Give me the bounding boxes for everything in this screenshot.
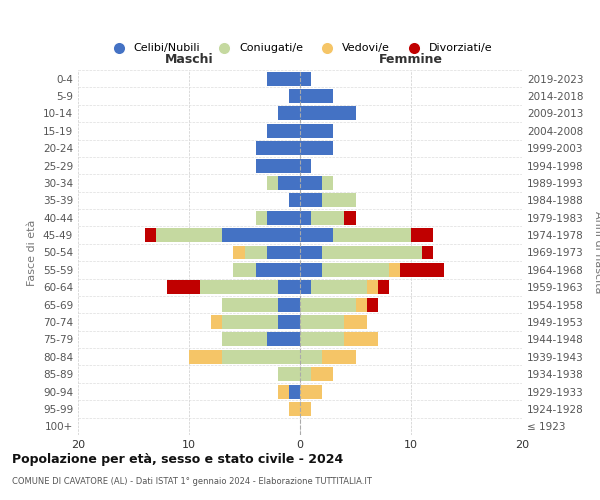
Bar bbox=[300, 158, 311, 172]
Bar bbox=[300, 280, 311, 294]
Bar bbox=[278, 298, 300, 312]
Bar bbox=[322, 246, 422, 260]
Bar bbox=[344, 315, 367, 329]
Bar bbox=[245, 246, 266, 260]
Bar bbox=[300, 142, 334, 155]
Bar bbox=[266, 124, 300, 138]
Bar bbox=[300, 367, 311, 381]
Bar bbox=[300, 228, 334, 242]
Bar bbox=[300, 106, 355, 120]
Bar bbox=[156, 228, 222, 242]
Bar bbox=[322, 176, 334, 190]
Bar bbox=[222, 332, 266, 346]
Bar bbox=[289, 89, 300, 103]
Bar bbox=[289, 194, 300, 207]
Bar bbox=[266, 72, 300, 86]
Bar bbox=[355, 298, 367, 312]
Y-axis label: Anni di nascita: Anni di nascita bbox=[593, 211, 600, 294]
Bar bbox=[400, 263, 444, 277]
Bar bbox=[300, 246, 322, 260]
Bar bbox=[233, 246, 245, 260]
Bar bbox=[189, 350, 222, 364]
Bar bbox=[278, 384, 289, 398]
Bar bbox=[322, 194, 355, 207]
Bar bbox=[389, 263, 400, 277]
Bar bbox=[300, 332, 344, 346]
Bar bbox=[278, 315, 300, 329]
Bar bbox=[300, 315, 344, 329]
Bar bbox=[300, 350, 322, 364]
Bar bbox=[145, 228, 156, 242]
Bar bbox=[422, 246, 433, 260]
Bar bbox=[278, 280, 300, 294]
Bar bbox=[322, 263, 389, 277]
Legend: Celibi/Nubili, Coniugati/e, Vedovi/e, Divorziati/e: Celibi/Nubili, Coniugati/e, Vedovi/e, Di… bbox=[103, 39, 497, 58]
Bar bbox=[322, 350, 355, 364]
Bar bbox=[344, 211, 355, 224]
Text: Femmine: Femmine bbox=[379, 54, 443, 66]
Text: COMUNE DI CAVATORE (AL) - Dati ISTAT 1° gennaio 2024 - Elaborazione TUTTITALIA.I: COMUNE DI CAVATORE (AL) - Dati ISTAT 1° … bbox=[12, 478, 372, 486]
Bar bbox=[167, 280, 200, 294]
Bar bbox=[344, 332, 378, 346]
Bar bbox=[300, 176, 322, 190]
Bar bbox=[311, 211, 344, 224]
Text: Popolazione per età, sesso e stato civile - 2024: Popolazione per età, sesso e stato civil… bbox=[12, 452, 343, 466]
Bar bbox=[233, 263, 256, 277]
Bar bbox=[256, 142, 300, 155]
Bar bbox=[289, 402, 300, 416]
Bar bbox=[222, 350, 300, 364]
Bar bbox=[278, 367, 300, 381]
Bar bbox=[378, 280, 389, 294]
Bar bbox=[300, 402, 311, 416]
Bar bbox=[256, 263, 300, 277]
Text: Maschi: Maschi bbox=[164, 54, 214, 66]
Bar bbox=[300, 194, 322, 207]
Bar bbox=[223, 298, 278, 312]
Bar bbox=[300, 263, 322, 277]
Y-axis label: Fasce di età: Fasce di età bbox=[28, 220, 37, 286]
Bar bbox=[278, 106, 300, 120]
Bar bbox=[300, 89, 334, 103]
Bar bbox=[200, 280, 278, 294]
Bar bbox=[311, 367, 334, 381]
Bar bbox=[266, 246, 300, 260]
Bar bbox=[211, 315, 222, 329]
Bar bbox=[367, 280, 378, 294]
Bar bbox=[266, 332, 300, 346]
Bar bbox=[411, 228, 433, 242]
Bar bbox=[367, 298, 378, 312]
Bar bbox=[266, 211, 300, 224]
Bar bbox=[311, 280, 367, 294]
Bar bbox=[300, 384, 322, 398]
Bar bbox=[289, 384, 300, 398]
Bar bbox=[256, 158, 300, 172]
Bar bbox=[300, 124, 334, 138]
Bar bbox=[300, 72, 311, 86]
Bar bbox=[256, 211, 266, 224]
Bar bbox=[300, 298, 355, 312]
Bar bbox=[334, 228, 411, 242]
Bar bbox=[223, 315, 278, 329]
Bar bbox=[222, 228, 300, 242]
Bar bbox=[278, 176, 300, 190]
Bar bbox=[266, 176, 278, 190]
Bar bbox=[300, 211, 311, 224]
